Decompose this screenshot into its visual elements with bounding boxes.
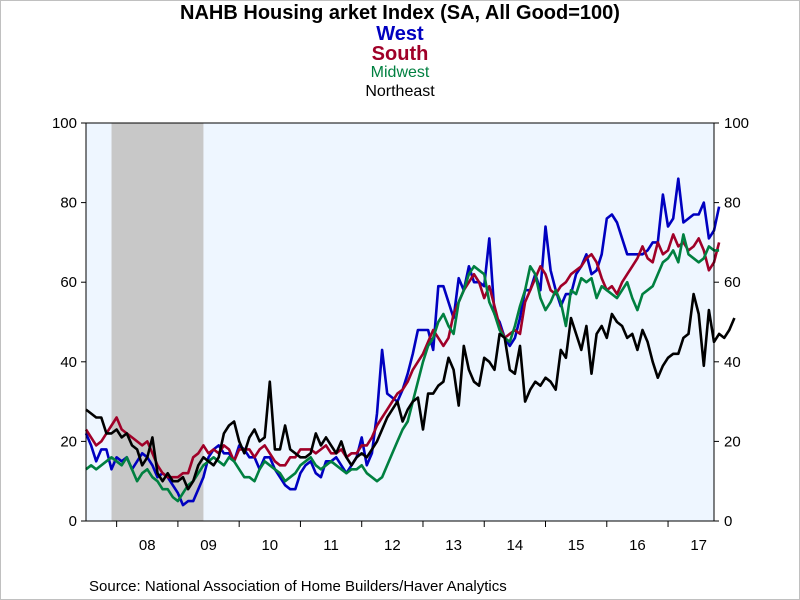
legend-northeast: Northeast xyxy=(365,83,435,100)
x-tick-label: 11 xyxy=(323,537,339,554)
x-tick-label: 08 xyxy=(139,537,156,554)
y-tick-label-left: 80 xyxy=(60,195,77,212)
chart-title: NAHB Housing arket Index (SA, All Good=1… xyxy=(180,2,620,24)
series-line-northeast xyxy=(85,292,736,491)
x-tick-label: 15 xyxy=(568,537,585,554)
y-tick-label-right: 80 xyxy=(724,195,741,212)
x-tick-label: 10 xyxy=(261,537,278,554)
y-tick-label-left: 40 xyxy=(60,354,77,371)
y-tick-label-left: 60 xyxy=(60,274,77,291)
x-tick-label: 12 xyxy=(384,537,401,554)
recession-shade xyxy=(111,123,204,521)
y-tick-label-left: 0 xyxy=(69,513,77,530)
y-tick-label-right: 0 xyxy=(724,513,732,530)
legend-south: South xyxy=(371,43,429,65)
x-tick-label: 09 xyxy=(200,537,217,554)
y-tick-label-left: 100 xyxy=(52,115,77,132)
x-tick-label: 13 xyxy=(445,537,462,554)
legend-midwest: Midwest xyxy=(370,64,430,81)
y-tick-label-right: 60 xyxy=(724,274,741,291)
x-tick-label: 17 xyxy=(690,537,707,554)
y-tick-label-right: 40 xyxy=(724,354,741,371)
source-note: Source: National Association of Home Bui… xyxy=(89,578,507,595)
x-tick-label: 16 xyxy=(629,537,646,554)
x-tick-label: 14 xyxy=(507,537,524,554)
y-tick-label-right: 100 xyxy=(724,115,749,132)
y-tick-label-right: 20 xyxy=(724,433,741,450)
y-tick-label-left: 20 xyxy=(60,433,77,450)
series-line-south xyxy=(84,233,721,479)
title-block: NAHB Housing arket Index (SA, All Good=1… xyxy=(0,2,800,101)
legend-west: West xyxy=(376,23,424,45)
plot-border xyxy=(85,122,715,522)
